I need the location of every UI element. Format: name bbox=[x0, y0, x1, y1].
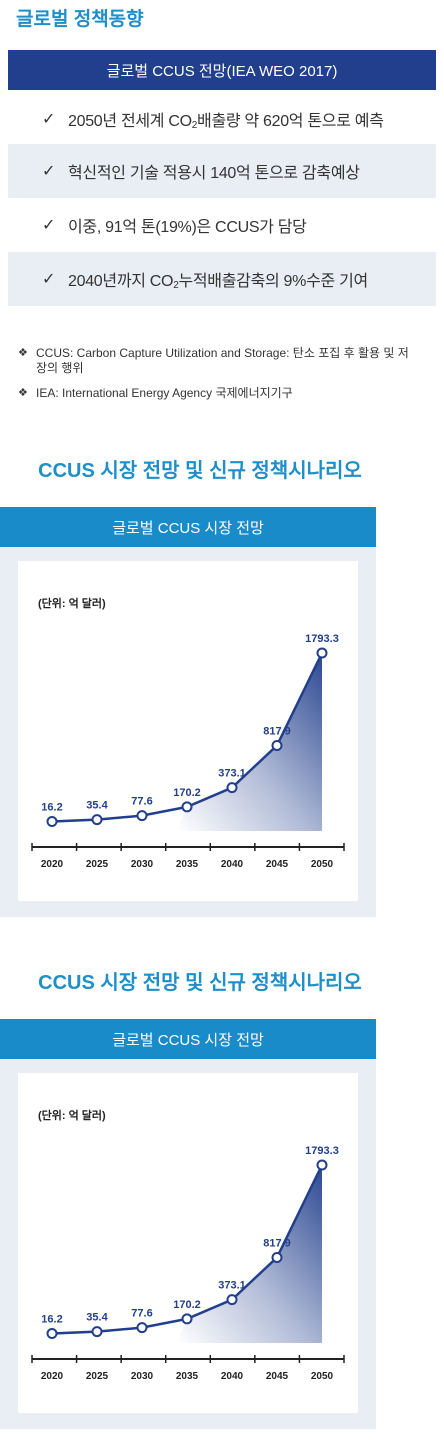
footnotes: ❖ CCUS: Carbon Capture Utilization and S… bbox=[18, 346, 418, 411]
data-label: 373.1 bbox=[218, 1280, 246, 1292]
data-label: 373.1 bbox=[218, 768, 246, 780]
point-row: ✓ 혁신적인 기술 적용시 140억 톤으로 감축예상 bbox=[8, 144, 436, 198]
footnote: ❖ IEA: International Energy Agency 국제에너지… bbox=[18, 386, 418, 401]
chart-panel: (단위: 억 달러) 16.2 2020 35.4 2025 77.6 2030 170.2… bbox=[0, 1059, 376, 1429]
point-row: ✓ 2050년 전세계 CO2배출량 약 620억 톤으로 예측 bbox=[8, 92, 436, 146]
data-label: 35.4 bbox=[86, 800, 108, 812]
x-tick-label: 2020 bbox=[41, 859, 64, 870]
data-label: 170.2 bbox=[173, 1299, 201, 1311]
chart-card: (단위: 억 달러) 16.2 2020 35.4 2025 77.6 2030 170.2… bbox=[18, 1073, 358, 1413]
chart-area-fill bbox=[177, 1165, 322, 1343]
data-label: 1793.3 bbox=[305, 633, 339, 645]
check-icon: ✓ bbox=[42, 163, 56, 180]
footnote-text: IEA: International Energy Agency 국제에너지기구 bbox=[36, 386, 293, 400]
data-point bbox=[316, 647, 328, 659]
x-tick-label: 2040 bbox=[221, 1371, 244, 1382]
data-point bbox=[271, 1251, 283, 1263]
data-label: 817.9 bbox=[263, 1237, 291, 1249]
data-label: 817.9 bbox=[263, 725, 291, 737]
data-point bbox=[46, 1327, 58, 1339]
section-title: 글로벌 정책동향 bbox=[16, 9, 144, 30]
data-label: 77.6 bbox=[131, 796, 152, 808]
chart-header: 글로벌 CCUS 시장 전망 bbox=[0, 507, 376, 547]
x-tick-label: 2050 bbox=[311, 859, 334, 870]
data-point bbox=[316, 1159, 328, 1171]
data-point bbox=[136, 810, 148, 822]
point-row: ✓ 2040년까지 CO2누적배출감축의 9%수준 기여 bbox=[8, 252, 436, 306]
point-text: 2040년까지 CO2누적배출감축의 9%수준 기여 bbox=[68, 273, 368, 291]
point-text: 혁신적인 기술 적용시 140억 톤으로 감축예상 bbox=[68, 165, 360, 182]
x-tick-label: 2025 bbox=[86, 859, 109, 870]
market-forecast-chart: 16.2 2020 35.4 2025 77.6 2030 170.2 2035 373.1 20… bbox=[31, 1145, 345, 1382]
x-tick-label: 2045 bbox=[266, 859, 289, 870]
point-row: ✓ 이중, 91억 톤(19%)은 CCUS가 담당 bbox=[8, 198, 436, 252]
data-point bbox=[181, 801, 193, 813]
x-tick-label: 2050 bbox=[311, 1371, 334, 1382]
data-point bbox=[226, 1294, 238, 1306]
block-title: CCUS 시장 전망 및 신규 정책시나리오 bbox=[38, 972, 362, 994]
data-label: 16.2 bbox=[41, 1313, 62, 1325]
chart-header: 글로벌 CCUS 시장 전망 bbox=[0, 1019, 376, 1059]
data-label: 77.6 bbox=[131, 1308, 152, 1320]
chart-card: (단위: 억 달러) 16.2 2020 35.4 2025 77.6 2030 170.2… bbox=[18, 561, 358, 901]
data-point bbox=[91, 814, 103, 826]
check-icon: ✓ bbox=[42, 271, 56, 288]
x-tick-label: 2035 bbox=[176, 1371, 199, 1382]
x-tick-label: 2045 bbox=[266, 1371, 289, 1382]
data-point bbox=[136, 1322, 148, 1334]
x-tick-label: 2020 bbox=[41, 1371, 64, 1382]
chart-panel: (단위: 억 달러) 16.2 2020 35.4 2025 77.6 2030 170.2… bbox=[0, 547, 376, 917]
data-point bbox=[271, 739, 283, 751]
x-tick-label: 2030 bbox=[131, 859, 154, 870]
check-icon: ✓ bbox=[42, 217, 56, 234]
chart-area-fill bbox=[177, 653, 322, 831]
unit-label: (단위: 억 달러) bbox=[38, 1110, 106, 1122]
data-point bbox=[46, 815, 58, 827]
x-tick-label: 2030 bbox=[131, 1371, 154, 1382]
unit-label: (단위: 억 달러) bbox=[38, 598, 106, 610]
point-text: 2050년 전세계 CO2배출량 약 620억 톤으로 예측 bbox=[68, 113, 384, 131]
footnote: ❖ CCUS: Carbon Capture Utilization and S… bbox=[18, 346, 418, 376]
data-point bbox=[226, 782, 238, 794]
market-forecast-chart: 16.2 2020 35.4 2025 77.6 2030 170.2 2035 373.1 20… bbox=[31, 633, 345, 870]
data-point bbox=[91, 1326, 103, 1338]
ccus-outlook-banner: 글로벌 CCUS 전망(IEA WEO 2017) bbox=[8, 50, 436, 90]
data-label: 35.4 bbox=[86, 1312, 108, 1324]
diamond-bullet-icon: ❖ bbox=[18, 347, 28, 359]
point-text: 이중, 91억 톤(19%)은 CCUS가 담당 bbox=[68, 219, 307, 236]
x-tick-label: 2025 bbox=[86, 1371, 109, 1382]
x-tick-label: 2035 bbox=[176, 859, 199, 870]
data-label: 16.2 bbox=[41, 801, 62, 813]
data-point bbox=[181, 1313, 193, 1325]
x-tick-label: 2040 bbox=[221, 859, 244, 870]
block-title: CCUS 시장 전망 및 신규 정책시나리오 bbox=[38, 460, 362, 482]
diamond-bullet-icon: ❖ bbox=[18, 387, 28, 399]
check-icon: ✓ bbox=[42, 111, 56, 128]
footnote-text: CCUS: Carbon Capture Utilization and Sto… bbox=[36, 346, 409, 375]
data-label: 170.2 bbox=[173, 787, 201, 799]
data-label: 1793.3 bbox=[305, 1145, 339, 1157]
